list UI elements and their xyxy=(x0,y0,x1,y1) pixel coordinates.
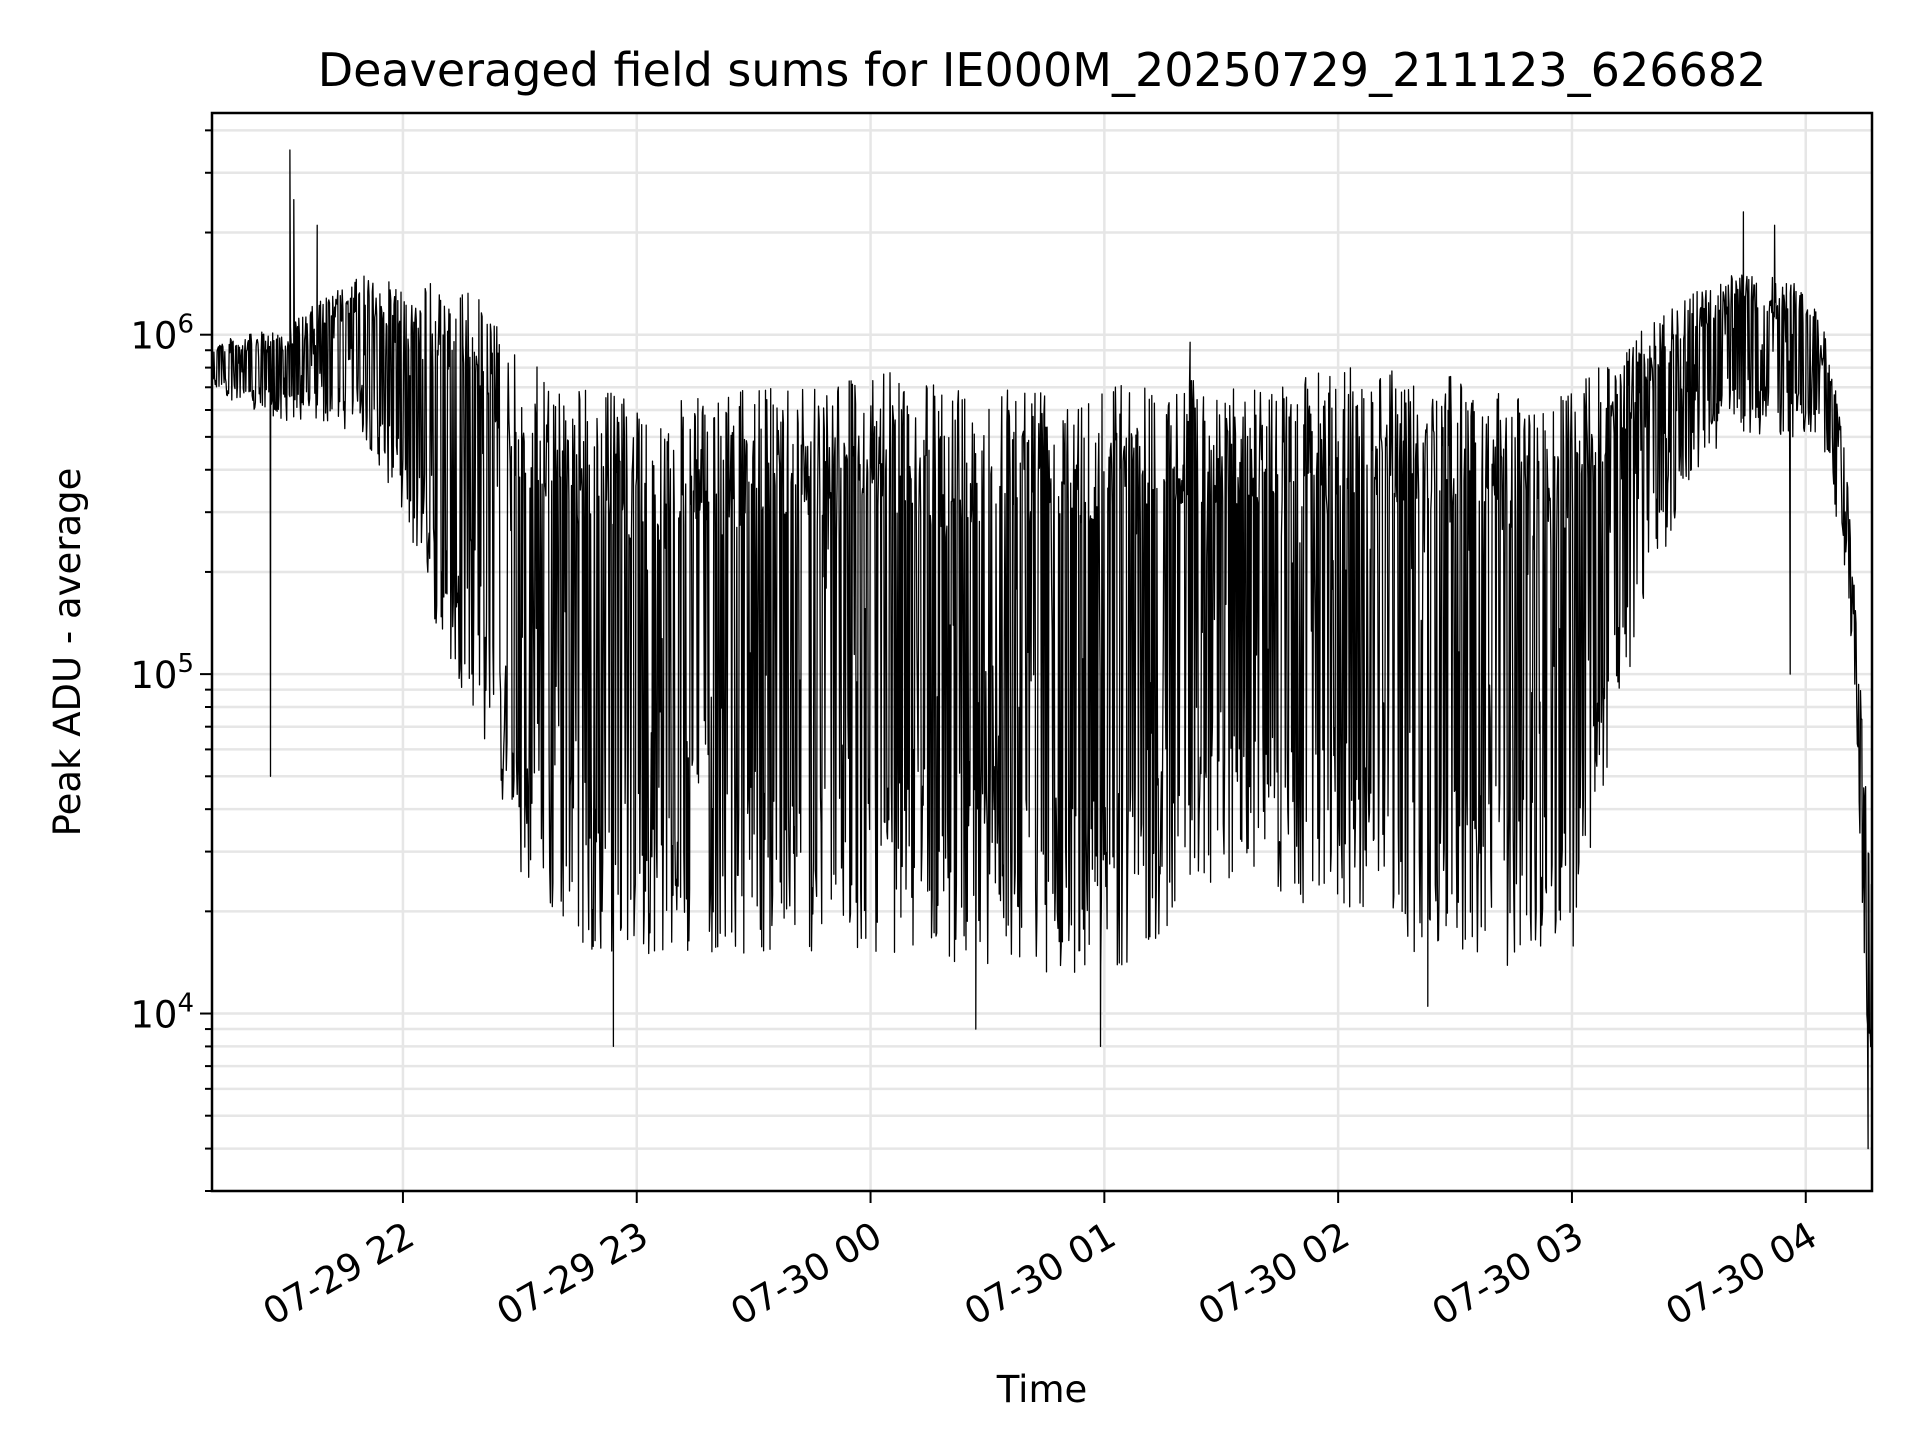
series-line xyxy=(211,149,1873,1150)
chart-title: Deaveraged field sums for IE000M_2025072… xyxy=(318,43,1767,97)
y-tick-label: 106 xyxy=(130,310,194,358)
y-tick-label: 104 xyxy=(130,989,194,1037)
series xyxy=(211,149,1873,1150)
y-axis-label: Peak ADU - average xyxy=(46,468,89,837)
y-tick-label: 105 xyxy=(130,649,194,697)
ticks xyxy=(200,129,1807,1203)
x-axis-label: Time xyxy=(996,1368,1088,1411)
plot-frame xyxy=(210,111,1874,1193)
